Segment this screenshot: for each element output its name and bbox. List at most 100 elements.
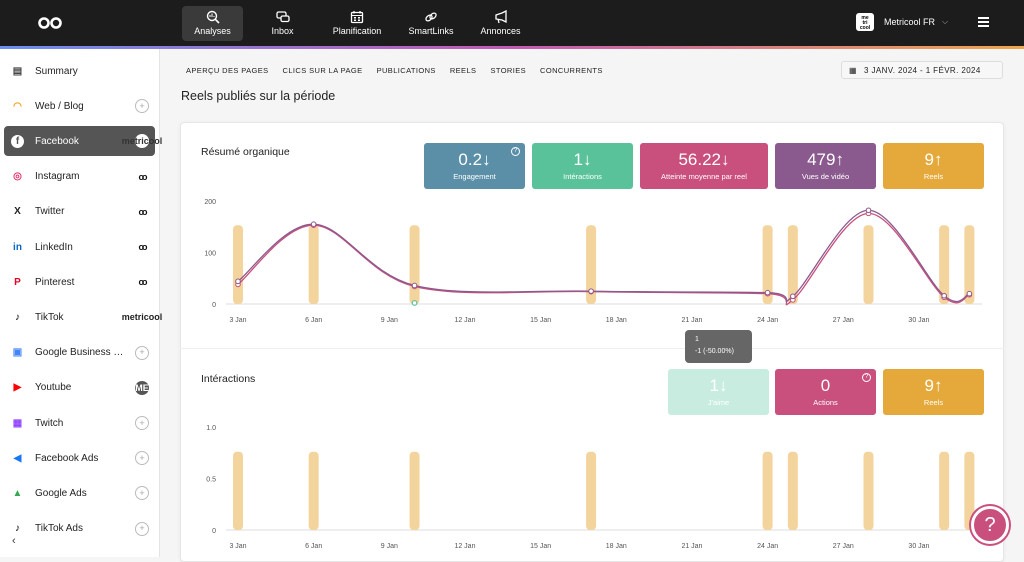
- profile-avatar[interactable]: ME: [135, 380, 149, 395]
- google-ads-icon: ▲: [12, 487, 23, 499]
- nav-planification[interactable]: Planification: [322, 6, 392, 41]
- date-range-picker[interactable]: ▦ 3 JANV. 2024 - 1 FÉVR. 2024: [841, 61, 1003, 79]
- sidebar-item-google-business-profile[interactable]: ▣ Google Business Profile +: [4, 338, 155, 368]
- kpi-value-number: 56.22: [678, 150, 722, 169]
- link-icon: [401, 10, 461, 24]
- kpi-value-number: 9: [924, 376, 934, 395]
- x-tick-label: 24 Jan: [757, 543, 778, 550]
- kpi-reels[interactable]: 9↑ Reels: [883, 369, 984, 415]
- info-icon[interactable]: ?: [862, 373, 871, 382]
- interactions-chart: 0 0.5 1.0 3 Jan 6 Jan 9 Jan 12 Jan 15 Jan 18 Jan…: [206, 425, 982, 550]
- add-account-icon[interactable]: +: [135, 451, 149, 466]
- sidebar-item-tiktok-ads[interactable]: ♪ TikTok Ads +: [4, 514, 155, 544]
- reel-bar: [964, 225, 975, 304]
- chart-tooltip: 1 -1 (-50.00%): [685, 330, 752, 363]
- subnav-tab-publications[interactable]: PUBLICATIONS: [376, 66, 436, 75]
- reel-bar: [233, 225, 243, 304]
- sidebar-item-twitch[interactable]: ▦ Twitch +: [4, 408, 155, 438]
- top-bar-accent: [0, 46, 1024, 49]
- kpi-actions[interactable]: 0 Actions?: [775, 369, 876, 415]
- info-icon[interactable]: ?: [511, 147, 520, 156]
- sidebar-item-google-ads[interactable]: ▲ Google Ads +: [4, 478, 155, 508]
- hamburger-menu-icon[interactable]: [978, 17, 989, 27]
- metricool-connect-icon[interactable]: oo: [138, 277, 148, 288]
- nav-label: SmartLinks: [408, 26, 454, 36]
- chevron-down-icon: ⌵: [942, 17, 949, 26]
- kpi-value: 1↓: [532, 150, 633, 170]
- reel-bar: [308, 451, 319, 530]
- sidebar-item-twitter[interactable]: X Twitter oo: [4, 197, 155, 227]
- sidebar-item-web-blog[interactable]: ◠ Web / Blog +: [4, 91, 155, 121]
- sidebar-item-summary[interactable]: ▤ Summary: [4, 56, 155, 86]
- nav-analyses[interactable]: Analyses: [182, 6, 243, 41]
- metricool-connect-icon[interactable]: oo: [138, 206, 148, 217]
- kpi-atteinte-moyenne-par-reel[interactable]: 56.22↓ Atteinte moyenne par reel: [640, 143, 768, 189]
- brand-logo-text: tri: [862, 20, 868, 26]
- top-bar: Analyses Inbox Planification SmartLinks Anno…: [0, 0, 1024, 46]
- brand-logo-icon: me tri cool: [856, 13, 874, 31]
- brand-logo-text: cool: [859, 25, 871, 31]
- sidebar-item-label: TikTok: [35, 311, 64, 323]
- kpi-j-aime[interactable]: 1↓ J'aime: [668, 369, 769, 415]
- metricool-brand-icon[interactable]: me tri cool: [122, 310, 163, 324]
- y-tick-label: 1.0: [206, 425, 216, 432]
- kpi-value: 0.2↓: [424, 150, 525, 170]
- megaphone-icon: [470, 10, 531, 24]
- kpi-engagement[interactable]: 0.2↓ Engagement?: [424, 143, 525, 189]
- add-account-icon[interactable]: +: [135, 486, 149, 501]
- sidebar-item-facebook[interactable]: f Facebook me tri cool: [4, 126, 162, 157]
- subnav-tab-aper-u-des-pages[interactable]: APERÇU DES PAGES: [186, 66, 269, 75]
- sidebar-item-label: Twitter: [35, 206, 65, 218]
- kpi-value: 0: [775, 376, 876, 396]
- metricool-logo-icon[interactable]: [38, 16, 62, 30]
- add-account-icon[interactable]: +: [135, 99, 149, 114]
- kpi-value-number: 479: [807, 150, 836, 169]
- nav-smartlinks[interactable]: SmartLinks: [401, 6, 461, 41]
- help-button[interactable]: ?: [971, 506, 1009, 544]
- subnav-tab-concurrents[interactable]: CONCURRENTS: [540, 66, 603, 75]
- rss-icon: ◠: [13, 100, 22, 112]
- kpi-label: J'aime: [707, 398, 730, 407]
- sidebar-item-label: Google Business Profile: [35, 347, 127, 359]
- section-divider: [180, 348, 1004, 349]
- metricool-connect-icon[interactable]: oo: [138, 171, 148, 182]
- nav-inbox[interactable]: Inbox: [252, 6, 313, 41]
- kpi-vues-de-vid-o[interactable]: 479↑ Vues de vidéo: [775, 143, 876, 189]
- kpi-int-ractions[interactable]: 1↓ Intéractions: [532, 143, 633, 189]
- brand-logo-text: cool: [143, 136, 163, 147]
- subnav-tab-stories[interactable]: STORIES: [490, 66, 527, 75]
- metricool-brand-icon[interactable]: me tri cool: [122, 134, 162, 149]
- sidebar-item-pinterest[interactable]: P Pinterest oo: [4, 267, 155, 297]
- add-account-icon[interactable]: +: [135, 416, 149, 430]
- x-tick-label: 6 Jan: [305, 543, 322, 550]
- sidebar-item-linkedin[interactable]: in LinkedIn oo: [4, 232, 155, 262]
- page-title: Reels publiés sur la période: [181, 89, 336, 103]
- summary-icon: ▤: [12, 65, 23, 77]
- data-point: [310, 221, 317, 227]
- subnav-tab-reels[interactable]: REELS: [449, 66, 477, 75]
- sidebar-item-facebook-ads[interactable]: ◀ Facebook Ads +: [4, 443, 155, 473]
- interactions-title: Intéractions: [201, 373, 256, 385]
- calendar-icon: ▦: [849, 65, 857, 75]
- kpi-value: 9↑: [883, 376, 984, 396]
- kpi-value: 9↑: [883, 150, 984, 170]
- collapse-sidebar-icon[interactable]: ‹: [12, 535, 16, 547]
- add-account-icon[interactable]: +: [135, 345, 149, 360]
- sidebar: ‹ ▤ Summary ◠ Web / Blog + f Facebook me tri cool…: [0, 49, 163, 557]
- sidebar-item-label: Twitch: [35, 417, 64, 429]
- add-account-icon[interactable]: +: [135, 521, 149, 536]
- kpi-label: Vues de vidéo: [801, 172, 850, 181]
- kpi-label: Reels: [923, 398, 944, 407]
- metricool-connect-icon[interactable]: oo: [138, 242, 148, 252]
- date-range-text: 3 JANV. 2024 - 1 FÉVR. 2024: [863, 65, 981, 75]
- nav-annonces[interactable]: Annonces: [470, 6, 531, 41]
- x-tick-label: 3 Jan: [229, 317, 246, 324]
- facebook-icon: f: [11, 134, 24, 148]
- sidebar-item-tiktok[interactable]: ♪ TikTok me tri cool: [4, 302, 163, 332]
- sidebar-item-instagram[interactable]: ◎ Instagram oo: [4, 162, 155, 192]
- kpi-label: Intéractions: [563, 172, 602, 181]
- sidebar-item-youtube[interactable]: ▶ Youtube ME: [4, 373, 155, 403]
- subnav-tab-clics-sur-la-page[interactable]: CLICS SUR LA PAGE: [282, 66, 363, 75]
- brand-selector[interactable]: me tri cool Metricool FR ⌵: [856, 13, 948, 31]
- kpi-reels[interactable]: 9↑ Reels: [883, 143, 984, 189]
